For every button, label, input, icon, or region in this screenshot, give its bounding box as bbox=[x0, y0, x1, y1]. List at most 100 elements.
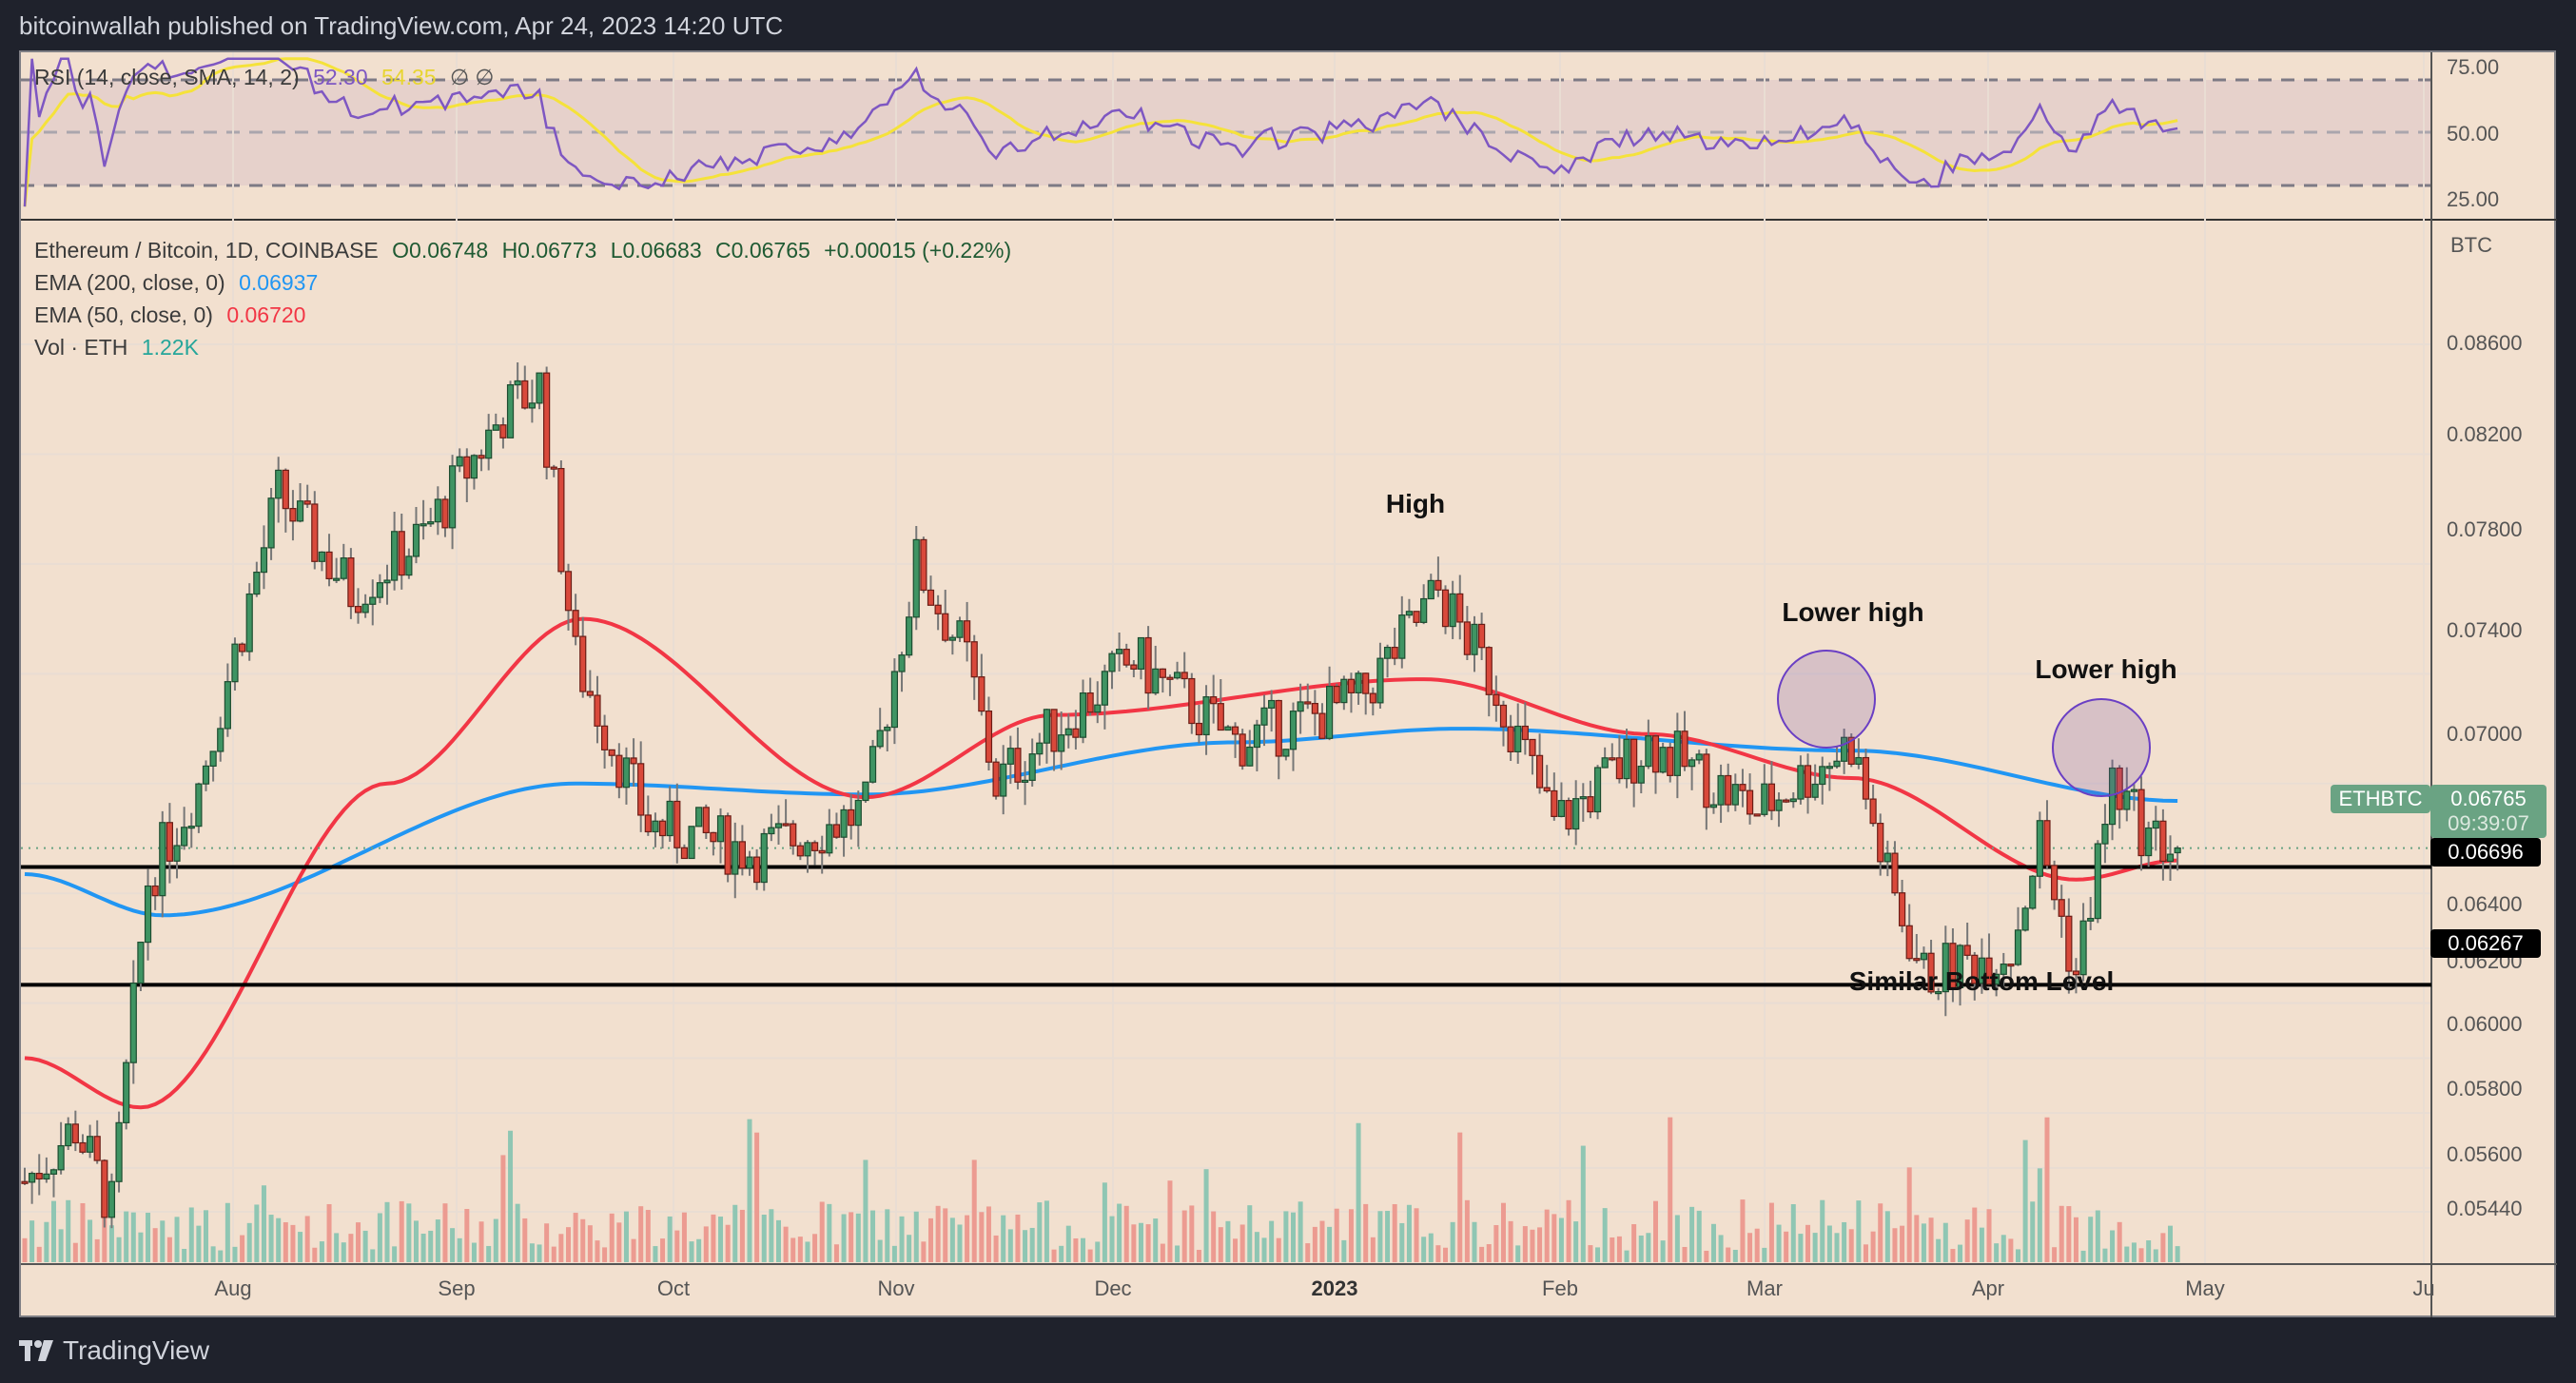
candle-body bbox=[1971, 954, 1979, 984]
volume-bar bbox=[2160, 1233, 2166, 1262]
tradingview-logo-icon bbox=[19, 1340, 53, 1361]
candle-body bbox=[209, 750, 217, 767]
candle-body bbox=[1883, 852, 1891, 863]
candle-body bbox=[303, 500, 311, 505]
candle-body bbox=[702, 807, 710, 834]
rsi-line bbox=[23, 57, 2178, 207]
volume-bar bbox=[1298, 1201, 1303, 1262]
volume-bar bbox=[1900, 1225, 1905, 1262]
volume-bar bbox=[1964, 1219, 1970, 1262]
volume-bar bbox=[1798, 1234, 1804, 1262]
volume-bar bbox=[1863, 1244, 1868, 1262]
volume-bar bbox=[1631, 1224, 1637, 1262]
volume-bar bbox=[356, 1222, 361, 1262]
candle-body bbox=[1825, 766, 1833, 769]
candle-body bbox=[289, 508, 297, 522]
candle-body bbox=[2101, 824, 2109, 845]
volume-bar bbox=[1602, 1208, 1608, 1262]
candle-body bbox=[840, 808, 848, 838]
candle-body bbox=[2174, 847, 2181, 854]
volume-bar bbox=[558, 1234, 564, 1262]
ohlc-high: H0.06773 bbox=[501, 238, 597, 263]
volume-bar bbox=[833, 1244, 839, 1262]
volume-bar bbox=[2102, 1248, 2108, 1262]
candle-body bbox=[354, 605, 362, 614]
candle-body bbox=[1173, 672, 1181, 679]
volume-bar bbox=[298, 1232, 303, 1262]
volume-bar bbox=[196, 1225, 202, 1262]
lower-high-circle bbox=[1777, 650, 1876, 749]
candle-body bbox=[1587, 796, 1594, 813]
time-tick: Dec bbox=[1094, 1276, 1132, 1300]
volume-bar bbox=[116, 1237, 122, 1262]
volume-bar bbox=[544, 1223, 550, 1262]
candle-body bbox=[753, 856, 761, 884]
volume-bar bbox=[1392, 1203, 1397, 1262]
rsi-label: RSI (14, close, SMA, 14, 2) bbox=[34, 65, 300, 89]
candle-body bbox=[1268, 699, 1276, 709]
candle-body bbox=[890, 671, 899, 729]
volume-bar bbox=[1059, 1245, 1064, 1262]
volume-bar bbox=[1472, 1221, 1477, 1262]
candle-body bbox=[2159, 820, 2167, 863]
volume-bar bbox=[304, 1216, 310, 1262]
candle-body bbox=[93, 1136, 101, 1161]
candle-body bbox=[1493, 693, 1500, 707]
volume-bar bbox=[739, 1209, 745, 1262]
time-tick: Ju bbox=[2412, 1276, 2435, 1300]
candle-body bbox=[514, 380, 521, 386]
candle-body bbox=[383, 579, 391, 584]
candle-body bbox=[57, 1144, 65, 1171]
candle-body bbox=[898, 654, 906, 672]
candle-body bbox=[1978, 957, 1985, 984]
volume-bar bbox=[949, 1217, 955, 1262]
volume-bar bbox=[2146, 1240, 2152, 1262]
candle-body bbox=[963, 620, 971, 643]
volume-bar bbox=[616, 1222, 622, 1262]
volume-bar bbox=[638, 1206, 644, 1262]
volume-bar bbox=[1051, 1249, 1057, 1262]
candle-body bbox=[412, 523, 420, 557]
volume-bar bbox=[2030, 1201, 2036, 1262]
candle-body bbox=[804, 842, 811, 857]
volume-bar bbox=[1979, 1227, 1984, 1262]
candle-body bbox=[1811, 783, 1819, 798]
volume-bar bbox=[537, 1244, 542, 1262]
candle-body bbox=[1383, 646, 1392, 659]
volume-bar bbox=[660, 1238, 666, 1262]
volume-bar bbox=[1377, 1211, 1383, 1262]
volume-label: Vol · ETH bbox=[34, 335, 128, 360]
candle-body bbox=[1761, 783, 1768, 815]
candle-body bbox=[1297, 701, 1304, 712]
volume-bar bbox=[1704, 1250, 1709, 1262]
candle-body bbox=[1137, 636, 1145, 671]
level-upper-tag: 0.06696 bbox=[2430, 838, 2541, 867]
volume-bar bbox=[1842, 1221, 1847, 1262]
candle-body bbox=[2123, 790, 2131, 810]
volume-bar bbox=[50, 1200, 56, 1262]
volume-bar bbox=[2059, 1205, 2064, 1262]
candle-body bbox=[1318, 712, 1326, 739]
volume-bar bbox=[326, 1203, 332, 1262]
candle-body bbox=[1514, 725, 1522, 752]
volume-bar bbox=[406, 1203, 412, 1262]
volume-bar bbox=[1674, 1215, 1680, 1262]
candle-body bbox=[65, 1123, 72, 1147]
volume-bar bbox=[849, 1212, 854, 1262]
volume-bar bbox=[1153, 1218, 1159, 1262]
candle-body bbox=[463, 456, 471, 479]
volume-bar bbox=[312, 1247, 318, 1262]
volume-bar bbox=[508, 1130, 514, 1262]
price-tick: 0.06400 bbox=[2447, 892, 2523, 916]
candle-body bbox=[1985, 957, 1993, 985]
candle-body bbox=[985, 711, 993, 763]
candle-body bbox=[456, 456, 463, 467]
candle-body bbox=[101, 1159, 108, 1218]
volume-bar bbox=[457, 1237, 462, 1262]
candle-body bbox=[1927, 952, 1935, 993]
tradingview-logo[interactable]: TradingView bbox=[19, 1335, 209, 1366]
candle-body bbox=[695, 807, 703, 828]
tradingview-logo-text: TradingView bbox=[63, 1335, 210, 1365]
candle-body bbox=[405, 555, 413, 576]
